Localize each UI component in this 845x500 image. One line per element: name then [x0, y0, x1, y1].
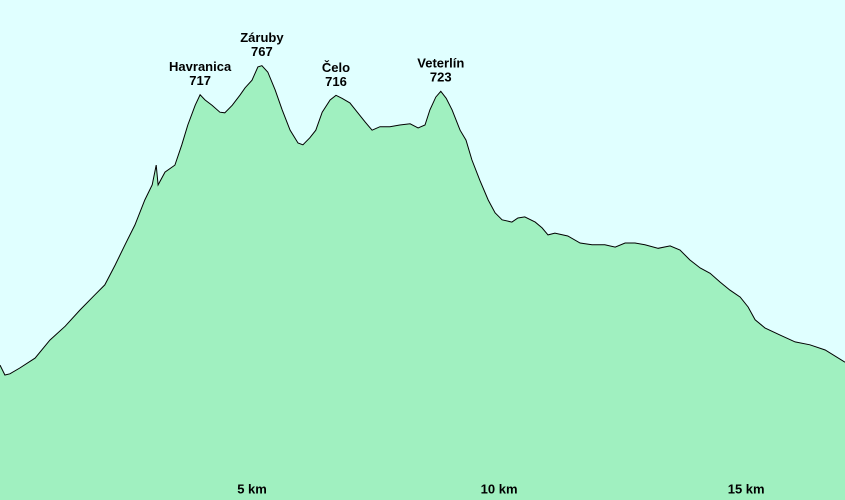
peak-name: Záruby	[240, 30, 284, 45]
peak-name: Havranica	[169, 59, 232, 74]
peak-elevation: 767	[251, 44, 273, 59]
peak-name: Veterlín	[417, 56, 464, 71]
peak-name: Čelo	[322, 60, 350, 75]
peak-elevation: 716	[325, 74, 347, 89]
elevation-line	[0, 65, 845, 376]
peak-elevation: 717	[189, 73, 211, 88]
x-tick-label: 5 km	[237, 481, 267, 496]
peak-elevation: 723	[430, 70, 452, 85]
elevation-area	[0, 65, 845, 500]
x-tick-label: 10 km	[481, 481, 518, 496]
x-tick-label: 15 km	[728, 481, 765, 496]
